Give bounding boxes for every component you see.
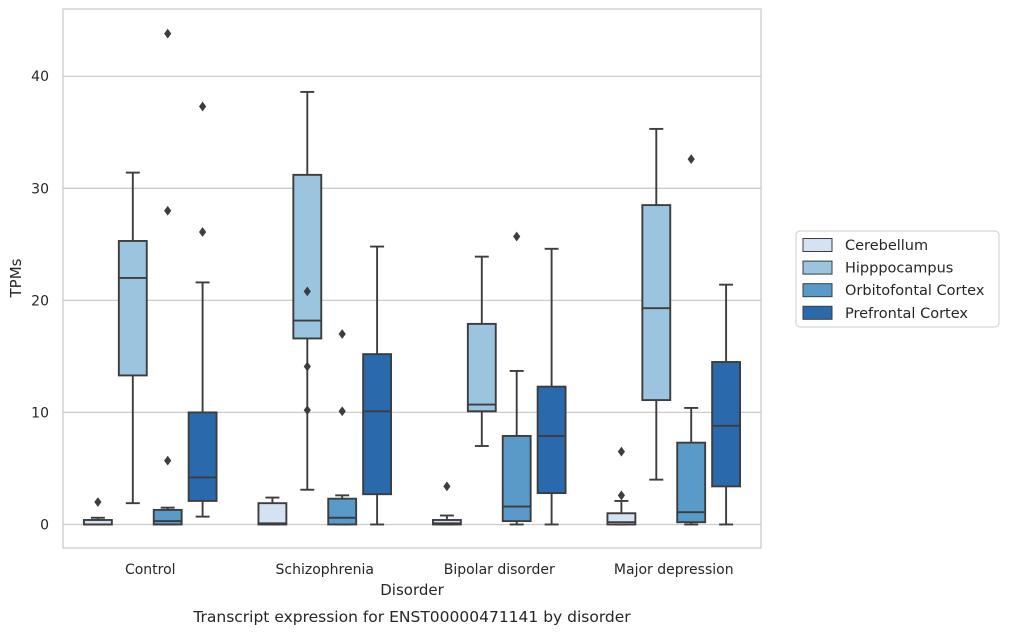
box-prefrontal-cortex-major-depression (711, 283, 742, 526)
plot-area-frame (62, 8, 762, 549)
outlier-point (164, 205, 172, 216)
legend-frame (795, 230, 1000, 328)
legend-label-orbitofontal-cortex: Orbitofontal Cortex (845, 283, 985, 299)
outlier-point (617, 446, 625, 457)
box-iqr (711, 361, 742, 488)
box-orbitofontal-cortex-bipolar-disorder (501, 231, 532, 526)
legend-swatch-hipppocampus (802, 260, 833, 275)
box-cerebellum-bipolar-disorder (431, 481, 462, 526)
x-tick-label-bipolar-disorder: Bipolar disorder (444, 562, 555, 578)
box-iqr (606, 512, 637, 526)
box-iqr (641, 204, 672, 402)
box-prefrontal-cortex-schizophrenia (362, 245, 393, 526)
box-iqr (466, 322, 497, 413)
x-tick-label-schizophrenia: Schizophrenia (276, 562, 374, 578)
legend: Cerebellum Hipppocampus Orbitofontal Corte… (795, 230, 1000, 328)
y-tick-label-30: 30 (31, 181, 49, 197)
outlier-point (443, 481, 451, 492)
box-iqr (292, 173, 323, 340)
x-tick-label-control: Control (125, 562, 176, 578)
y-tick-label-0: 0 (40, 517, 49, 533)
box-hipppocampus-bipolar-disorder (466, 255, 497, 447)
box-iqr (431, 519, 462, 526)
outlier-point (303, 361, 311, 372)
legend-swatch-prefrontal-cortex (802, 305, 833, 320)
series-hipppocampus (117, 90, 672, 505)
outlier-point (617, 490, 625, 501)
y-axis-label: TPMs (7, 258, 25, 298)
outlier-point (164, 28, 172, 39)
box-orbitofontal-cortex-major-depression (676, 154, 707, 526)
y-tick-label-40: 40 (31, 69, 49, 85)
outlier-point (338, 329, 346, 339)
legend-label-cerebellum: Cerebellum (845, 238, 928, 254)
box-hipppocampus-major-depression (641, 127, 672, 481)
box-cerebellum-control (82, 497, 113, 526)
box-iqr (187, 411, 218, 502)
box-hipppocampus-control (117, 171, 148, 505)
x-axis-ticks: Control Schizophrenia Bipolar disorder Majo… (125, 562, 734, 578)
box-iqr (117, 240, 148, 377)
box-iqr (536, 385, 567, 495)
outlier-point (303, 405, 311, 416)
box-orbitofontal-cortex-schizophrenia (327, 329, 358, 526)
series-prefrontal-cortex (187, 101, 742, 526)
box-iqr (362, 353, 393, 496)
box-iqr (257, 502, 288, 526)
box-prefrontal-cortex-bipolar-disorder (536, 247, 567, 526)
box-iqr (676, 441, 707, 524)
outlier-point (338, 406, 346, 417)
outlier-point (94, 497, 102, 507)
series-cerebellum (82, 446, 637, 526)
box-iqr (327, 497, 358, 526)
box-cerebellum-schizophrenia (257, 496, 288, 526)
box-prefrontal-cortex-control (187, 101, 218, 518)
box-hipppocampus-schizophrenia (292, 90, 323, 491)
outlier-point (164, 455, 172, 466)
series-orbitofontal-cortex (152, 28, 707, 526)
x-axis-label: Disorder (380, 581, 444, 599)
box-cerebellum-major-depression (606, 446, 637, 526)
box-iqr (501, 434, 532, 523)
legend-label-prefrontal-cortex: Prefrontal Cortex (845, 306, 968, 322)
box-iqr (152, 508, 183, 526)
box-orbitofontal-cortex-control (152, 28, 183, 526)
y-tick-label-10: 10 (31, 405, 49, 421)
chart-caption: Transcript expression for ENST0000047114… (192, 608, 631, 626)
legend-swatch-cerebellum (802, 238, 833, 252)
y-tick-label-20: 20 (31, 293, 49, 309)
box-series (82, 28, 742, 526)
outlier-point (513, 231, 521, 242)
outlier-point (303, 286, 311, 297)
legend-label-hipppocampus: Hipppocampus (845, 261, 953, 277)
y-axis-ticks: 0 10 20 30 40 (31, 69, 49, 533)
outlier-point (687, 154, 695, 165)
outlier-point (199, 227, 207, 237)
outlier-point (199, 101, 207, 112)
x-tick-label-major-depression: Major depression (614, 562, 734, 578)
legend-swatch-orbitofontal-cortex (802, 283, 833, 298)
